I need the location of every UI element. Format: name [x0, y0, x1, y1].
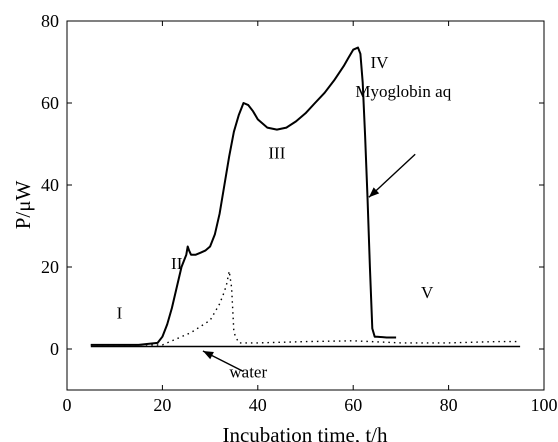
- y-tick-label: 20: [41, 257, 59, 277]
- water-arrow-head: [202, 351, 214, 360]
- x-tick-label: 40: [249, 395, 267, 415]
- annotation-label: II: [171, 254, 183, 273]
- y-tick-label: 40: [41, 175, 59, 195]
- x-tick-label: 0: [63, 395, 72, 415]
- curves: [90, 46, 521, 348]
- x-axis-label: Incubation time, t/h: [222, 423, 388, 442]
- ticks: 0 20 40 60 80 100 0 20 40 60 80: [41, 11, 558, 415]
- y-tick-label: 60: [41, 93, 59, 113]
- y-tick-label: 80: [41, 11, 59, 31]
- plot-frame: [66, 20, 545, 391]
- x-tick-label: 60: [344, 395, 362, 415]
- annotation-label: I: [117, 303, 123, 322]
- annotation-label: III: [268, 143, 285, 162]
- annotation-label: Myoglobin aq: [355, 82, 451, 101]
- x-tick-label: 80: [440, 395, 458, 415]
- annotation-label: IV: [370, 53, 389, 72]
- annotation-label: V: [421, 283, 434, 302]
- x-tick-label: 20: [153, 395, 171, 415]
- myoglobin-arrow: [368, 153, 416, 198]
- series-line-1: [90, 270, 521, 346]
- annotation-label: water: [229, 363, 267, 382]
- series-line-0: [90, 46, 397, 346]
- myoglobin-arrow-head: [368, 187, 380, 198]
- y-axis-label: P/μW: [11, 181, 35, 230]
- x-tick-label: 100: [531, 395, 558, 415]
- y-tick-label: 0: [50, 339, 59, 359]
